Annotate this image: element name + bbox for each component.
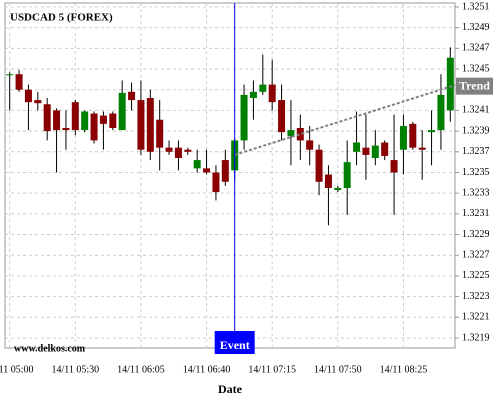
y-tick-label: 1.3239 <box>462 125 490 136</box>
y-tick-label: 1.3225 <box>462 270 490 281</box>
candle-body <box>268 84 276 103</box>
candle-body <box>128 91 136 101</box>
candle-body <box>156 119 164 148</box>
candle-body <box>278 100 286 133</box>
x-tick-label: 14/11 06:40 <box>183 364 231 375</box>
x-tick-label: 14/11 07:50 <box>314 364 362 375</box>
plot-area <box>4 2 456 349</box>
candle-body <box>259 84 267 92</box>
y-tick-label: 1.3227 <box>462 250 490 261</box>
y-tick-label: 1.3251 <box>462 1 490 12</box>
candle-body <box>306 140 314 150</box>
candle-body <box>6 74 14 76</box>
candle-body <box>371 145 379 158</box>
y-tick-label: 1.3235 <box>462 167 490 178</box>
candle-body <box>34 100 42 104</box>
candle-body <box>221 160 229 182</box>
x-tick-label: 14/11 08:25 <box>380 364 428 375</box>
candle-body <box>390 160 398 173</box>
y-tick-label: 1.3249 <box>462 22 490 33</box>
y-tick-label: 1.3219 <box>462 332 490 343</box>
watermark: www.delkos.com <box>14 343 86 354</box>
x-tick-label: 14/11 05:00 <box>0 364 34 375</box>
candle-body <box>343 162 351 188</box>
candle-body <box>118 92 126 131</box>
candle-body <box>81 111 89 131</box>
candle-body <box>15 74 23 90</box>
candle-body <box>99 115 107 124</box>
candle-body <box>90 113 98 141</box>
candle-body <box>146 98 154 152</box>
y-tick-label: 1.3241 <box>462 105 490 116</box>
candle-body <box>240 94 248 141</box>
candle-body <box>324 174 332 188</box>
candle-body <box>381 142 389 156</box>
event-label-box <box>214 331 255 354</box>
candle-body <box>296 128 304 141</box>
candle-body <box>428 130 436 133</box>
candle-body <box>43 104 51 132</box>
trend-label-box <box>456 77 493 95</box>
candle-body <box>24 89 32 103</box>
candle-body <box>184 149 192 152</box>
x-tick-label: 14/11 06:05 <box>117 364 165 375</box>
x-tick-label: 14/11 05:30 <box>51 364 99 375</box>
candle-body <box>353 142 361 152</box>
candle-body <box>287 130 295 137</box>
x-tick-label: 14/11 07:15 <box>248 364 296 375</box>
candle-body <box>137 100 145 150</box>
candle-body <box>315 149 323 182</box>
y-tick-label: 1.3247 <box>462 43 490 54</box>
y-tick-label: 1.3223 <box>462 291 490 302</box>
trend-line <box>234 84 456 156</box>
candle-body <box>418 147 426 150</box>
candle-body <box>437 94 445 131</box>
y-tick-label: 1.3229 <box>462 229 490 240</box>
chart-title: USDCAD 5 (FOREX) <box>10 12 113 24</box>
candle-body <box>53 110 61 131</box>
candle-body <box>399 125 407 150</box>
candle-body <box>174 147 182 158</box>
trend-label: Trend <box>459 78 490 92</box>
event-label: Event <box>220 338 250 352</box>
candle-body <box>193 160 201 169</box>
candle-body <box>249 91 257 99</box>
candle-body <box>71 102 79 131</box>
y-tick-label: 1.3245 <box>462 63 490 74</box>
candle-body <box>362 147 370 155</box>
x-axis-label: Date <box>218 382 243 396</box>
candle-body <box>409 123 417 148</box>
candle-body <box>62 128 70 131</box>
candle-body <box>165 147 173 152</box>
y-tick-label: 1.3231 <box>462 208 490 219</box>
candle-body <box>212 172 220 193</box>
y-tick-label: 1.3233 <box>462 187 490 198</box>
candle-body <box>109 113 117 129</box>
candle-body <box>203 168 211 173</box>
y-tick-label: 1.3221 <box>462 312 490 323</box>
candle-body <box>446 57 454 111</box>
candle-body <box>334 187 342 191</box>
y-tick-label: 1.3237 <box>462 146 490 157</box>
